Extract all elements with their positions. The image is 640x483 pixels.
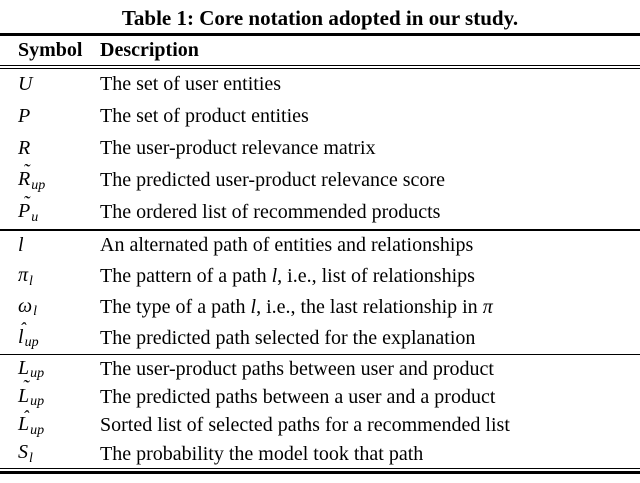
column-header-description: Description <box>100 38 199 61</box>
symbol-cell: U <box>0 73 100 96</box>
section-divider-rule <box>0 228 640 231</box>
table-row: R The user-product relevance matrix <box>0 133 640 165</box>
symbol-cell: R <box>0 137 100 160</box>
description-cell: The user-product relevance matrix <box>100 137 376 160</box>
symbol-cell: ωl <box>0 295 100 321</box>
math-symbol: ˆ lup <box>18 319 39 351</box>
header-double-rule <box>0 64 640 69</box>
section-divider-rule <box>0 353 640 356</box>
description-cell: Sorted list of selected paths for a reco… <box>100 414 510 437</box>
symbol-cell: ˆ Lup <box>0 406 100 439</box>
math-symbol: ˜ Rup <box>18 160 46 193</box>
description-cell: The set of product entities <box>100 105 309 128</box>
description-cell: The type of a path l, i.e., the last rel… <box>100 296 493 319</box>
math-symbol: l <box>18 234 24 257</box>
math-symbol: ˜ Lup <box>18 377 45 410</box>
math-symbol: U <box>18 73 33 96</box>
math-symbol: P <box>18 105 31 128</box>
table-row: l An alternated path of entities and rela… <box>0 231 640 262</box>
table-header-row: Symbol Description <box>0 36 640 65</box>
bottom-rule <box>0 468 640 475</box>
table-section: l An alternated path of entities and rela… <box>0 231 640 354</box>
math-symbol: πl <box>18 264 33 289</box>
math-symbol: Sl <box>18 441 33 466</box>
description-cell: The predicted paths between a user and a… <box>100 386 496 409</box>
paper-table-figure: Table 1: Core notation adopted in our st… <box>0 5 640 483</box>
table-row: ˜ Lup The predicted paths between a user a… <box>0 377 640 412</box>
description-cell: The user-product paths between user and … <box>100 357 494 380</box>
symbol-cell: ˜ Pu <box>0 192 100 226</box>
table-row: P The set of product entities <box>0 101 640 133</box>
table-body: U The set of user entities P The set of pro… <box>0 69 640 468</box>
description-cell: The set of user entities <box>100 73 282 96</box>
table-caption: Table 1: Core notation adopted in our st… <box>121 6 519 30</box>
table-row: ωl The type of a path l, i.e., the last r… <box>0 292 640 323</box>
symbol-cell: Lup <box>0 357 100 383</box>
math-symbol: ˆ Lup <box>18 406 45 438</box>
description-cell: An alternated path of entities and relat… <box>100 234 474 257</box>
math-symbol: ˜ Pu <box>18 192 39 225</box>
symbol-cell: ˆ lup <box>0 319 100 352</box>
table-row: ˜ Rup The predicted user-product relevance… <box>0 160 640 197</box>
description-cell: The predicted user-product relevance sco… <box>100 169 445 192</box>
symbol-cell: ˜ Lup <box>0 377 100 411</box>
column-header-symbol: Symbol <box>18 38 83 61</box>
math-symbol: R <box>18 137 31 160</box>
symbol-cell: l <box>0 234 100 257</box>
symbol-cell: πl <box>0 264 100 290</box>
table-row: ˜ Pu The ordered list of recommended produ… <box>0 192 640 229</box>
description-cell: The pattern of a path l, i.e., list of r… <box>100 265 475 288</box>
table-row: U The set of user entities <box>0 69 640 101</box>
math-symbol: Lup <box>18 356 45 382</box>
symbol-cell: Sl <box>0 441 100 467</box>
table-row: ˆ Lup Sorted list of selected paths for a … <box>0 406 640 440</box>
symbol-cell: ˜ Rup <box>0 160 100 194</box>
math-symbol: ωl <box>18 294 38 320</box>
description-cell: The predicted path selected for the expl… <box>100 326 476 349</box>
table-row: πl The pattern of a path l, i.e., list of… <box>0 261 640 292</box>
description-cell: The ordered list of recommended products <box>100 201 441 224</box>
top-rule <box>0 33 640 36</box>
table-section: Lup The user-product paths between user a… <box>0 355 640 468</box>
table-row: Sl The probability the model took that pa… <box>0 440 640 468</box>
table-row: Lup The user-product paths between user a… <box>0 355 640 383</box>
symbol-cell: P <box>0 105 100 128</box>
table-row: ˆ lup The predicted path selected for the … <box>0 319 640 354</box>
table-section: U The set of user entities P The set of pro… <box>0 69 640 229</box>
description-cell: The probability the model took that path <box>100 442 424 465</box>
